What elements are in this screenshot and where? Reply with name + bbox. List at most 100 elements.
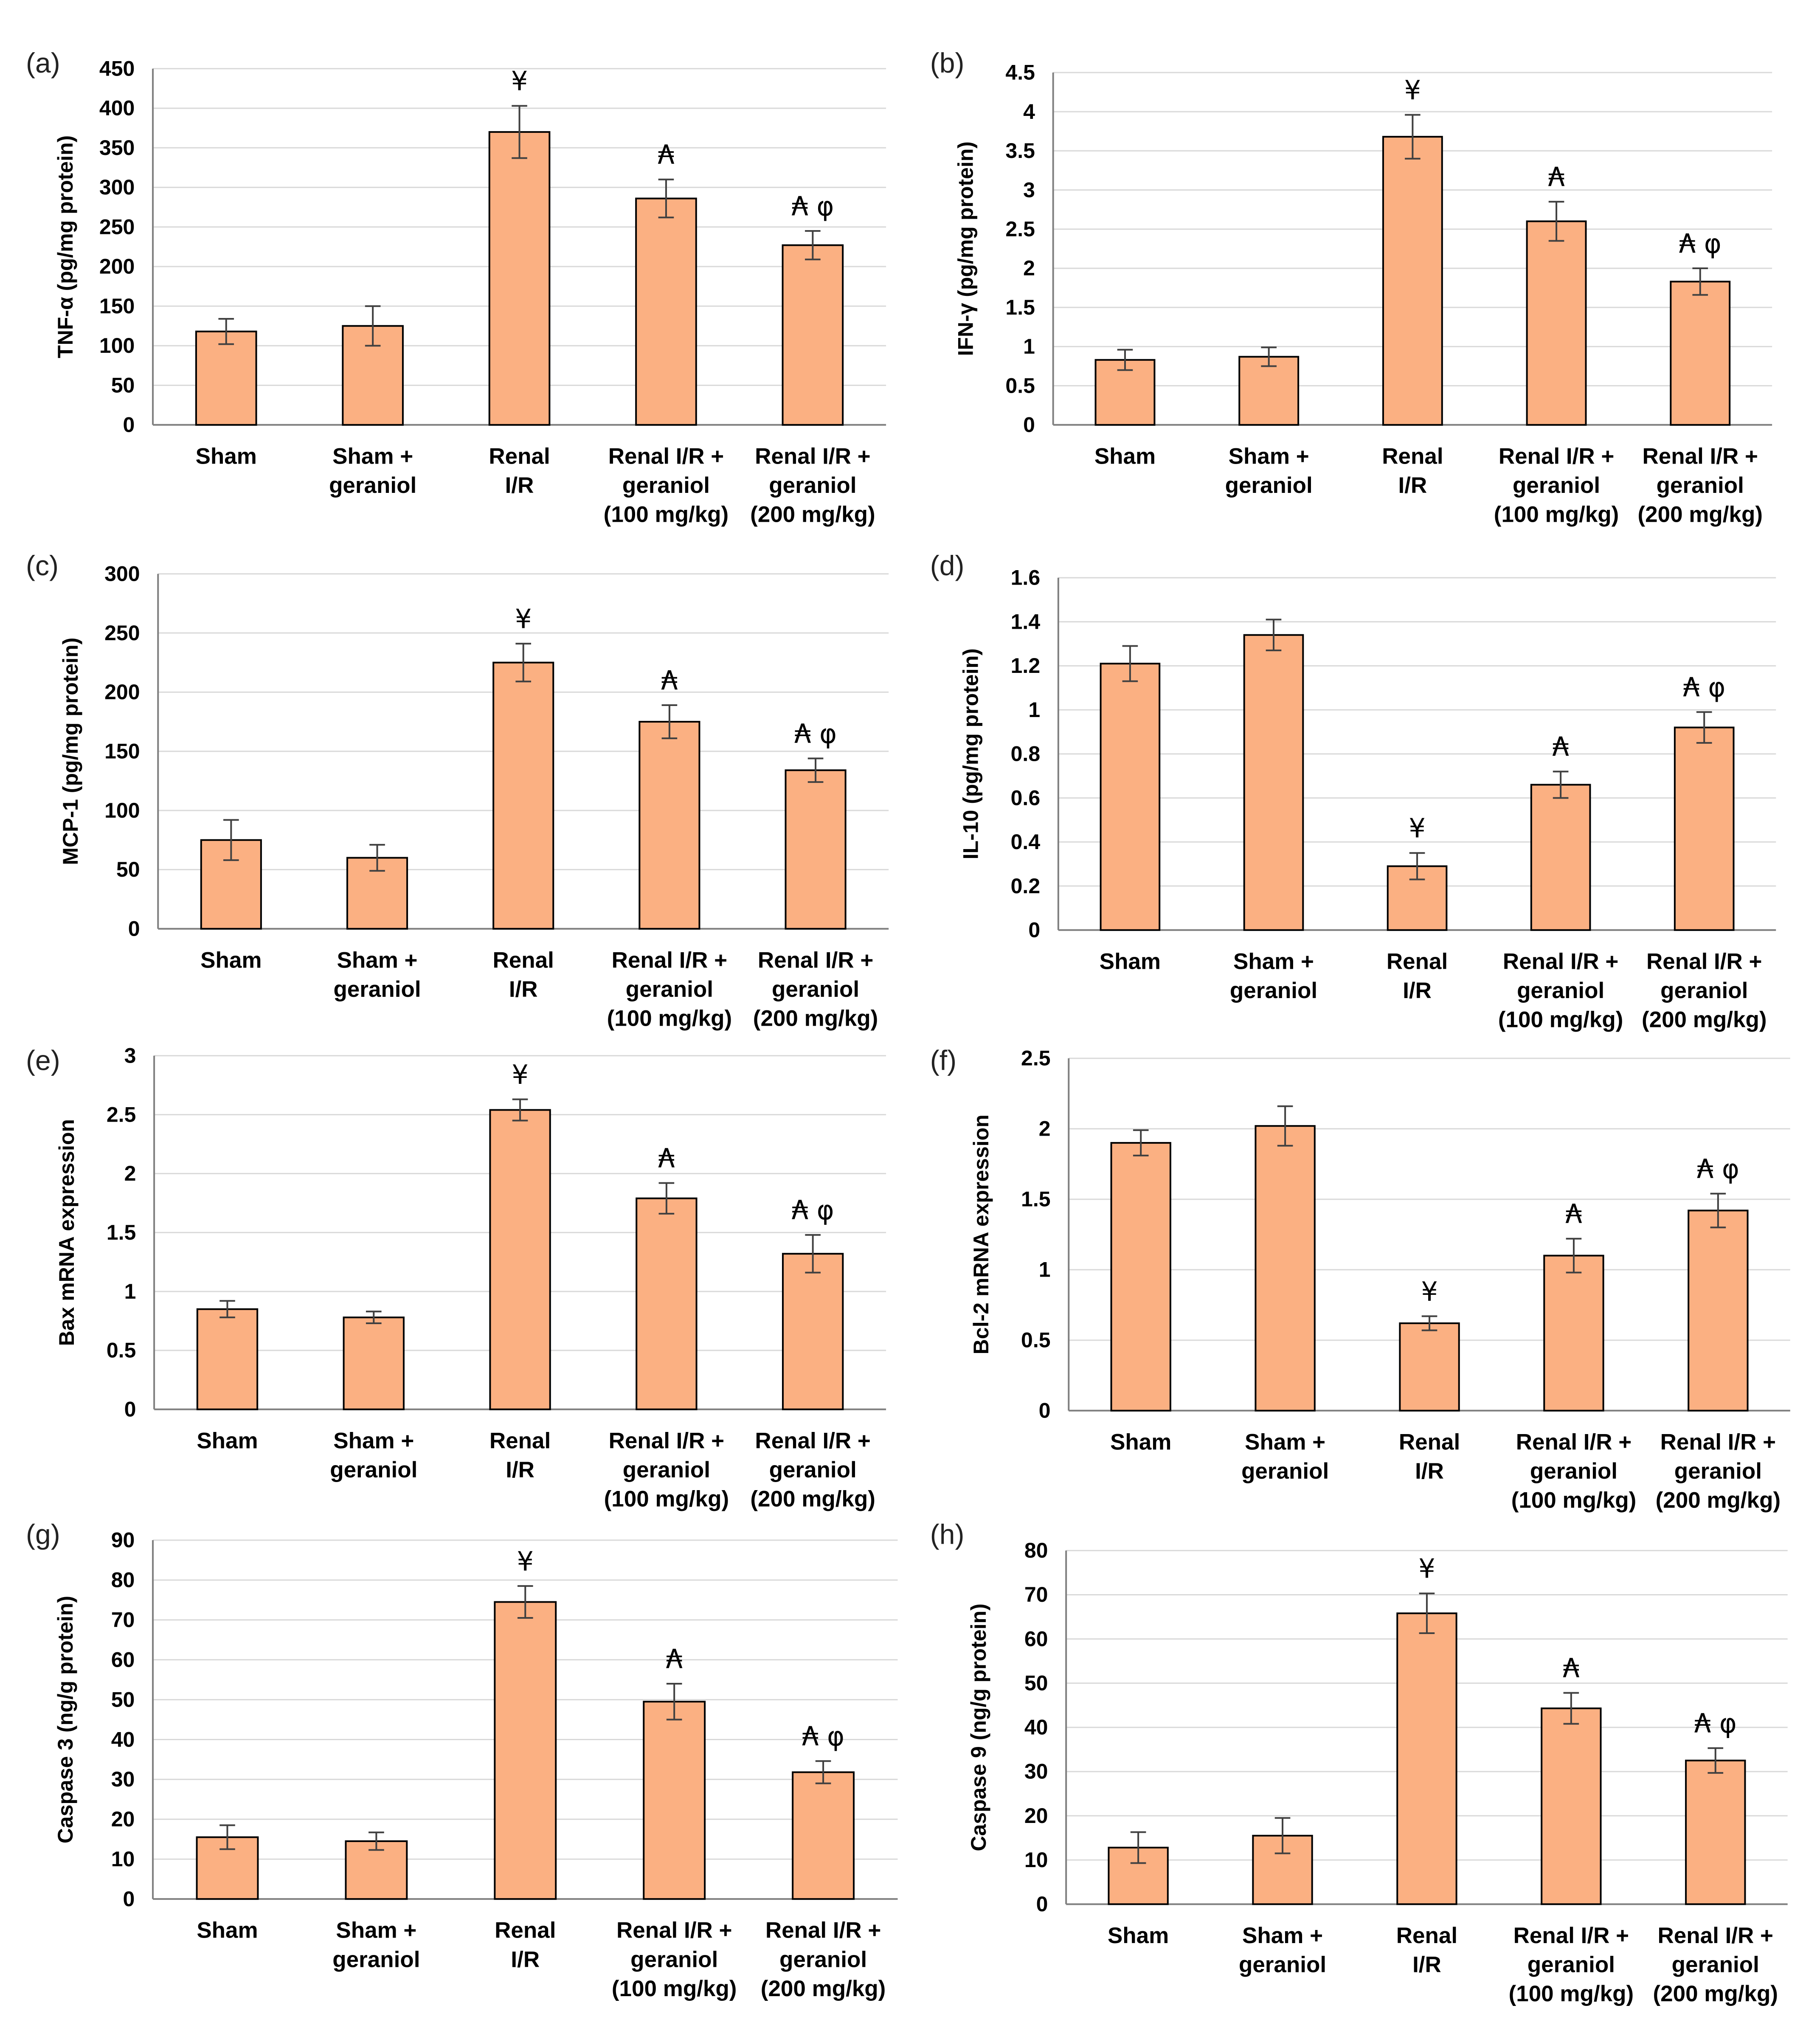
error-bar (815, 1760, 831, 1784)
significance-marker: ¥ (512, 1059, 528, 1090)
chart-panel-b: (b) 0 0.5 1 1.5 2 2.5 3 3.5 4 4.5 IFN-γ (pg/mg prot… (930, 47, 1772, 527)
significance-marker: ₳ φ (802, 1721, 844, 1752)
x-category-label: Renal I/R + geraniol (100 mg/kg) (1498, 949, 1623, 1032)
bar (342, 325, 404, 426)
significance-marker: ₳ (666, 1643, 682, 1674)
significance-marker: ₳ φ (792, 1195, 834, 1226)
panel-label: (a) (26, 47, 60, 79)
y-tick-label: 250 (104, 621, 140, 645)
error-bar (517, 1585, 533, 1619)
y-tick-label: 100 (104, 799, 140, 822)
y-tick-label: 0.4 (1011, 830, 1041, 854)
x-category-label: Sham + geraniol (332, 1918, 420, 1972)
x-category-label: Sham (197, 1428, 258, 1453)
bar (643, 1701, 706, 1900)
x-category-label: Sham (1094, 444, 1156, 469)
bar (1396, 1612, 1457, 1905)
y-tick-label: 30 (1024, 1760, 1048, 1783)
y-tick-label: 0 (128, 917, 140, 941)
y-tick-label: 80 (111, 1568, 135, 1592)
y-tick-label: 1 (1028, 698, 1040, 722)
y-tick-label: 150 (104, 740, 140, 763)
error-bar (1122, 645, 1138, 682)
y-tick-label: 2.5 (1005, 217, 1035, 241)
significance-marker: ₳ (1565, 1198, 1582, 1229)
y-tick-label: 1 (1039, 1258, 1051, 1282)
significance-marker: ¥ (1418, 1553, 1435, 1584)
significance-marker: ₳ φ (791, 191, 834, 222)
error-bar (1553, 771, 1569, 799)
bar (636, 1197, 698, 1410)
x-category-label: Renal I/R + geraniol (100 mg/kg) (604, 444, 729, 527)
y-tick-label: 4.5 (1005, 61, 1035, 84)
error-bar (1548, 201, 1564, 242)
y-axis-label: Caspase 9 (ng/g protein) (967, 1603, 990, 1851)
y-tick-label: 60 (1024, 1627, 1048, 1651)
error-bar (1133, 1129, 1149, 1156)
y-axis-label: Caspase 3 (ng/g protein) (53, 1596, 77, 1843)
x-category-label: Renal I/R (495, 1918, 556, 1972)
x-category-label: Sham + geraniol (1225, 444, 1313, 498)
x-category-label: Sham + geraniol (330, 1428, 417, 1482)
y-tick-label: 3 (1023, 178, 1035, 202)
error-bar (512, 1098, 528, 1122)
bar (196, 1308, 259, 1410)
significance-marker: ₳ φ (1679, 228, 1722, 259)
x-category-label: Renal I/R (1399, 1429, 1460, 1484)
bar (343, 1316, 405, 1410)
y-tick-label: 40 (1024, 1716, 1048, 1739)
significance-marker: ¥ (1404, 75, 1421, 106)
x-category-label: Sham (1110, 1429, 1171, 1454)
y-tick-label: 0 (124, 1398, 136, 1421)
chart-panel-d: (d) 0 0.2 0.4 0.6 0.8 1 1.2 1.4 1.6 IL-10 (pg/mg p… (930, 550, 1776, 1032)
panel-label: (e) (26, 1044, 60, 1076)
y-tick-label: 0.5 (1021, 1328, 1051, 1352)
error-bar (805, 1234, 821, 1274)
panel-label: (c) (26, 550, 59, 581)
bar (1399, 1322, 1460, 1412)
x-category-label: Renal I/R + geraniol (200 mg/kg) (1656, 1429, 1781, 1513)
significance-marker: ₳ (658, 1143, 675, 1174)
x-category-label: Renal I/R + geraniol (100 mg/kg) (1509, 1923, 1634, 2006)
y-tick-label: 10 (111, 1847, 135, 1871)
x-category-label: Renal I/R + geraniol (200 mg/kg) (1653, 1923, 1778, 2006)
y-tick-label: 1.5 (107, 1221, 136, 1244)
significance-marker: ¥ (517, 1546, 534, 1577)
y-axis-label: IFN-γ (pg/mg protein) (954, 141, 977, 356)
chart-panel-a: (a) 0 50 100 150 200 250 300 350 400 450 TNF-α (pg/… (26, 47, 886, 527)
bar (782, 1253, 844, 1410)
significance-marker: ¥ (1409, 813, 1425, 844)
bar (494, 1601, 557, 1900)
y-tick-label: 450 (99, 56, 135, 80)
error-bar (805, 230, 821, 261)
y-axis-label: Bcl-2 mRNA expression (969, 1114, 993, 1354)
bar (1685, 1759, 1746, 1905)
x-category-label: Renal I/R + geraniol (100 mg/kg) (607, 948, 732, 1031)
y-tick-label: 0.8 (1011, 742, 1041, 766)
significance-marker: ₳ φ (1694, 1708, 1737, 1739)
y-tick-label: 0.2 (1011, 874, 1041, 898)
error-bar (369, 1831, 384, 1851)
error-bar (1692, 267, 1708, 296)
error-bar (515, 643, 532, 683)
bar (1670, 281, 1731, 426)
bar (1674, 726, 1735, 931)
y-tick-label: 300 (104, 562, 140, 585)
x-category-label: Renal I/R (1382, 444, 1443, 498)
error-bar (661, 704, 678, 740)
error-bar (1405, 114, 1421, 160)
y-tick-label: 2 (124, 1162, 136, 1185)
error-bar (1710, 1193, 1726, 1229)
bar (1100, 663, 1161, 931)
error-bar (366, 1311, 382, 1325)
y-tick-label: 1.2 (1011, 654, 1041, 678)
y-tick-label: 0.5 (107, 1339, 136, 1362)
error-bar (1409, 852, 1425, 880)
x-category-label: Sham + geraniol (333, 948, 421, 1002)
error-bar (219, 1300, 235, 1319)
error-bar (807, 757, 824, 783)
error-bar (1261, 346, 1277, 367)
y-tick-label: 30 (111, 1767, 135, 1791)
y-tick-label: 1.5 (1005, 295, 1035, 319)
significance-marker: ₳ φ (1697, 1153, 1739, 1184)
